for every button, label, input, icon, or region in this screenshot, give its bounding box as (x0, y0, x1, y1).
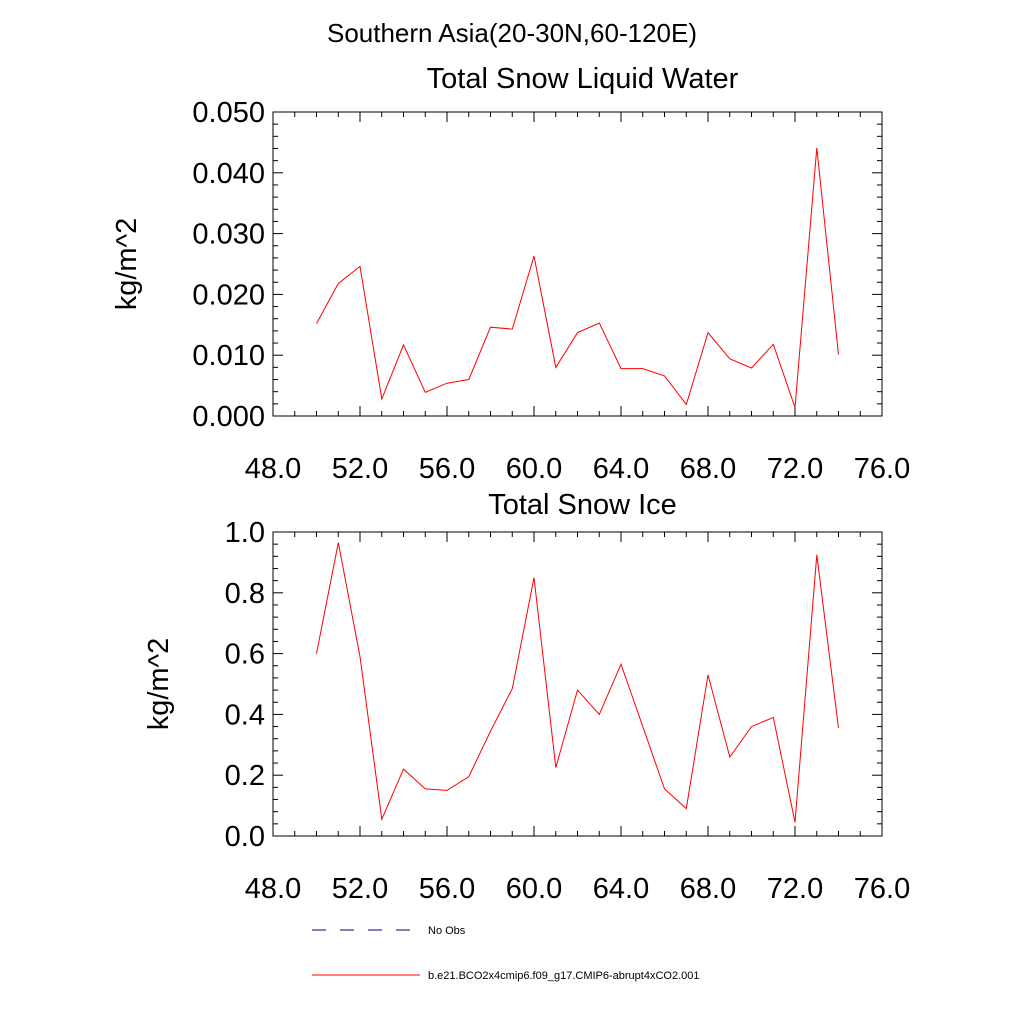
y-tick-label: 0.4 (225, 699, 265, 731)
x-tick-label: 52.0 (332, 453, 388, 485)
series-line (316, 542, 839, 823)
x-tick-label: 64.0 (593, 453, 649, 485)
plot-frame (272, 531, 883, 837)
y-tick-label: 0.030 (192, 219, 265, 251)
y-tick-label: 0.2 (225, 760, 265, 792)
x-tick-label: 64.0 (593, 873, 649, 905)
legend-item-model-run: b.e21.BCO2x4cmip6.f09_g17.CMIP6-abrupt4x… (312, 970, 700, 982)
series-line (316, 147, 839, 408)
legend-label-model-run: b.e21.BCO2x4cmip6.f09_g17.CMIP6-abrupt4x… (428, 970, 700, 982)
y-tick-label: 0.6 (225, 639, 265, 671)
x-tick-label: 68.0 (680, 453, 736, 485)
y-tick-label: 0.010 (192, 340, 265, 372)
y-tick-label: 0.8 (225, 578, 265, 610)
y-tick-label: 0.040 (192, 158, 265, 190)
snow-liquid-water-panel: Total Snow Liquid Water kg/m^2 48.0 52.0 56.… (111, 63, 910, 485)
x-tick-label: 60.0 (506, 873, 562, 905)
x-tick-label: 68.0 (680, 873, 736, 905)
y-tick-label: 0.050 (192, 97, 265, 129)
x-tick-label: 56.0 (419, 453, 475, 485)
x-tick-label: 48.0 (245, 873, 301, 905)
suptitle: Southern Asia(20-30N,60-120E) (327, 18, 697, 48)
legend-label-no-obs: No Obs (428, 925, 466, 937)
x-tick-label: 48.0 (245, 453, 301, 485)
x-tick-label: 56.0 (419, 873, 475, 905)
x-tick-label: 60.0 (506, 453, 562, 485)
legend-item-no-obs: No Obs (312, 925, 466, 937)
y-tick-label: 1.0 (225, 517, 265, 549)
legend: No Obs b.e21.BCO2x4cmip6.f09_g17.CMIP6-a… (312, 925, 700, 982)
chart-title: Total Snow Liquid Water (427, 63, 739, 95)
x-tick-label: 76.0 (854, 453, 910, 485)
y-tick-label: 0.000 (192, 401, 265, 433)
y-axis-label: kg/m^2 (111, 218, 143, 311)
x-tick-label: 72.0 (767, 453, 823, 485)
x-tick-label: 72.0 (767, 873, 823, 905)
y-tick-label: 0.020 (192, 279, 265, 311)
x-tick-label: 76.0 (854, 873, 910, 905)
plot-frame (272, 111, 883, 417)
x-tick-label: 52.0 (332, 873, 388, 905)
chart-title: Total Snow Ice (488, 489, 677, 521)
y-tick-label: 0.0 (225, 821, 265, 853)
snow-ice-panel: Total Snow Ice kg/m^2 48.0 52.0 56.0 60.0 64.0… (143, 489, 910, 905)
y-axis-label: kg/m^2 (143, 638, 175, 731)
